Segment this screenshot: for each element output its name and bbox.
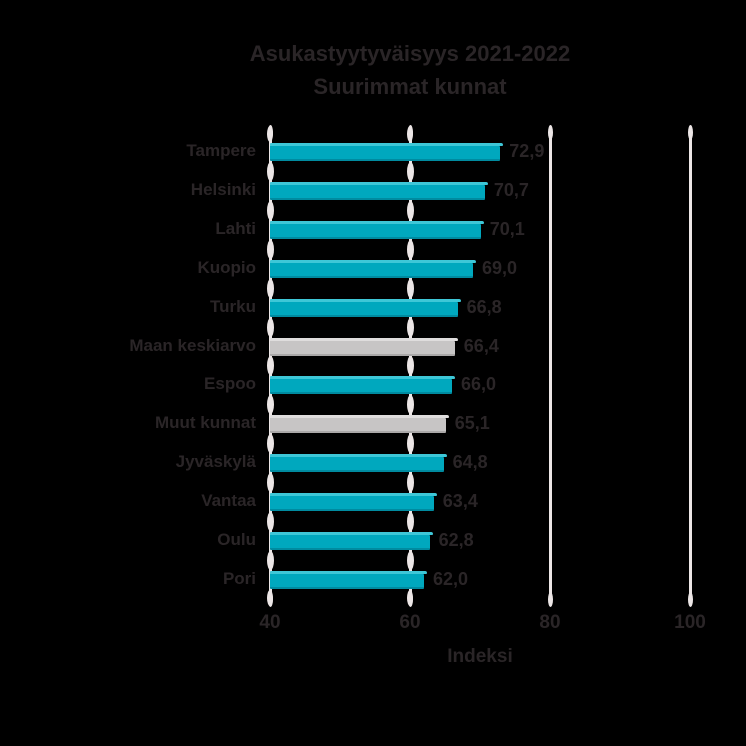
gridline-node xyxy=(266,550,274,570)
bar-top-face xyxy=(270,454,447,458)
gridline-node xyxy=(406,317,414,337)
bar xyxy=(270,535,430,550)
x-tick-label: 40 xyxy=(259,612,281,633)
bar-top-face xyxy=(270,415,449,419)
gridline-node xyxy=(266,239,274,259)
gridline-node xyxy=(406,512,414,532)
category-label: Jyväskylä xyxy=(175,452,256,472)
gridline-tip xyxy=(687,592,693,607)
gridline-node xyxy=(406,161,414,181)
value-label: 66,8 xyxy=(466,296,502,317)
chart-title: Asukastyytyväisyys 2021-2022 xyxy=(249,41,571,66)
gridline-node xyxy=(266,161,274,181)
category-label: Kuopio xyxy=(197,257,256,277)
gridline-node xyxy=(266,473,274,493)
category-label: Tampere xyxy=(186,141,256,160)
gridline-node xyxy=(266,434,274,454)
value-label: 65,1 xyxy=(454,413,490,434)
chart-subtitle: Suurimmat kunnat xyxy=(313,74,507,99)
gridline-tip xyxy=(547,125,553,140)
value-label: 66,4 xyxy=(463,335,499,356)
bar-top-face xyxy=(270,143,504,146)
bar xyxy=(270,573,424,589)
gridline-node xyxy=(406,200,414,220)
bar xyxy=(270,262,473,278)
x-axis-label: Indeksi xyxy=(447,646,513,667)
bar-top-face xyxy=(270,181,488,185)
x-tick-label: 80 xyxy=(539,612,561,633)
bar xyxy=(270,496,434,512)
gridline-node xyxy=(406,356,414,376)
value-label: 64,8 xyxy=(452,452,488,473)
category-label: Espoo xyxy=(204,374,256,394)
gridline-node xyxy=(406,395,414,415)
gridline-node xyxy=(406,473,414,493)
bar-top-face xyxy=(270,570,427,574)
value-label: 63,4 xyxy=(442,491,478,512)
category-label: Oulu xyxy=(217,530,256,549)
gridline-node xyxy=(407,126,413,142)
gridline-node xyxy=(407,590,413,606)
value-label: 70,7 xyxy=(493,179,529,200)
gridline-node xyxy=(406,434,414,454)
bar xyxy=(270,223,481,239)
bar xyxy=(270,457,444,473)
category-label: Lahti xyxy=(215,218,256,238)
gridline-node xyxy=(406,239,414,259)
gridline-node xyxy=(406,550,414,570)
bar-top-face xyxy=(270,532,433,535)
bar-top-face xyxy=(270,298,461,302)
gridline xyxy=(688,131,692,601)
bar-top-face xyxy=(270,493,437,497)
x-tick-label: 60 xyxy=(399,612,421,633)
category-label: Maan keskiarvo xyxy=(129,335,256,355)
category-label: Pori xyxy=(222,568,256,588)
bar xyxy=(270,184,485,200)
value-label: 70,1 xyxy=(489,218,525,239)
gridline-tip xyxy=(547,592,553,607)
category-label: Turku xyxy=(210,296,256,316)
gridline-node xyxy=(266,200,274,220)
gridline-node xyxy=(266,317,274,337)
gridline-node xyxy=(406,278,414,298)
gridline-node xyxy=(266,395,274,415)
x-tick-label: 100 xyxy=(674,612,706,633)
bar xyxy=(270,301,458,317)
gridline-tip xyxy=(687,125,693,140)
value-label: 69,0 xyxy=(482,257,518,278)
value-label: 62,8 xyxy=(438,530,474,550)
category-label: Vantaa xyxy=(201,491,256,511)
value-label: 72,9 xyxy=(509,141,545,161)
bar xyxy=(270,379,452,395)
gridline-node xyxy=(266,356,274,376)
gridline-node xyxy=(266,278,274,298)
gridline-node xyxy=(266,512,274,532)
bar xyxy=(270,146,501,161)
value-label: 62,0 xyxy=(433,568,469,589)
bar-top-face xyxy=(270,337,458,341)
bar-top-face xyxy=(270,259,476,263)
bar-top-face xyxy=(270,220,484,224)
bar-top-face xyxy=(270,376,455,380)
gridline-node xyxy=(267,590,273,606)
category-label: Helsinki xyxy=(190,179,256,199)
category-label: Muut kunnat xyxy=(154,413,256,433)
gridline xyxy=(548,131,552,601)
bar xyxy=(270,418,446,434)
value-label: 66,0 xyxy=(461,374,497,395)
gridline-node xyxy=(267,126,273,142)
bar xyxy=(270,340,455,356)
